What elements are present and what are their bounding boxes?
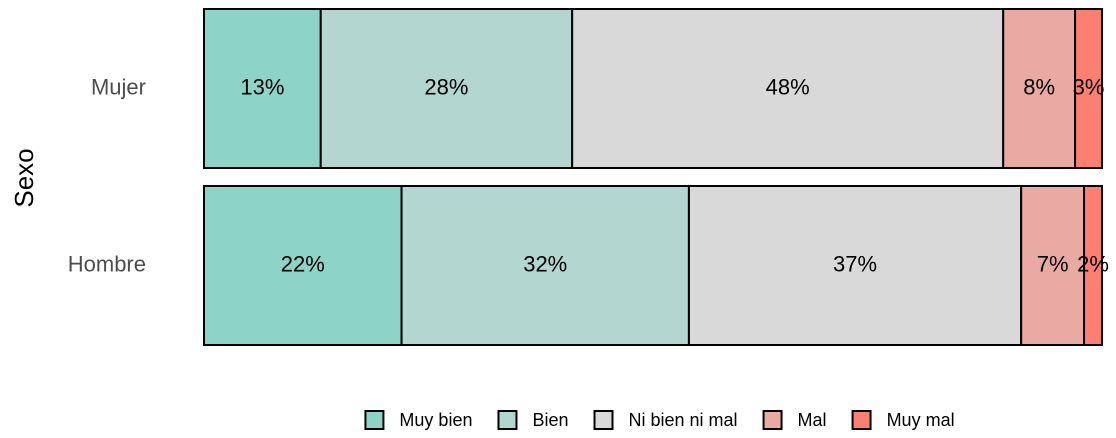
bar-segment (1083, 185, 1104, 346)
data-label: 2% (1077, 251, 1109, 276)
data-label: 3% (1073, 74, 1105, 99)
data-label: 13% (240, 74, 284, 99)
bar-segment (571, 8, 1005, 169)
legend-label: Ni bien ni mal (629, 410, 738, 430)
legend-swatch (497, 410, 518, 430)
data-label: 22% (281, 251, 325, 276)
bar-segment (203, 8, 322, 169)
bar-segment (687, 185, 1023, 346)
bar-segment (319, 8, 574, 169)
bar-segment (1074, 8, 1104, 169)
y-tick-label: Mujer (91, 74, 146, 99)
legend-label: Bien (532, 410, 568, 430)
y-axis-title: Sexo (9, 148, 39, 207)
legend-swatch (364, 410, 385, 430)
legend-swatch (851, 410, 872, 430)
y-tick-label: Hombre (68, 251, 146, 276)
legend-label: Muy mal (887, 410, 955, 430)
bar-segment (203, 185, 403, 346)
data-label: 28% (424, 74, 468, 99)
legend-swatch (593, 410, 614, 430)
legend-label: Mal (798, 410, 827, 430)
data-label: 37% (833, 251, 877, 276)
data-label: 48% (766, 74, 810, 99)
legend-label: Muy bien (399, 410, 472, 430)
data-label: 7% (1037, 251, 1069, 276)
bar-segment (400, 185, 690, 346)
data-label: 8% (1023, 74, 1055, 99)
legend-swatch (762, 410, 783, 430)
bar-segment (1020, 185, 1086, 346)
data-label: 32% (523, 251, 567, 276)
